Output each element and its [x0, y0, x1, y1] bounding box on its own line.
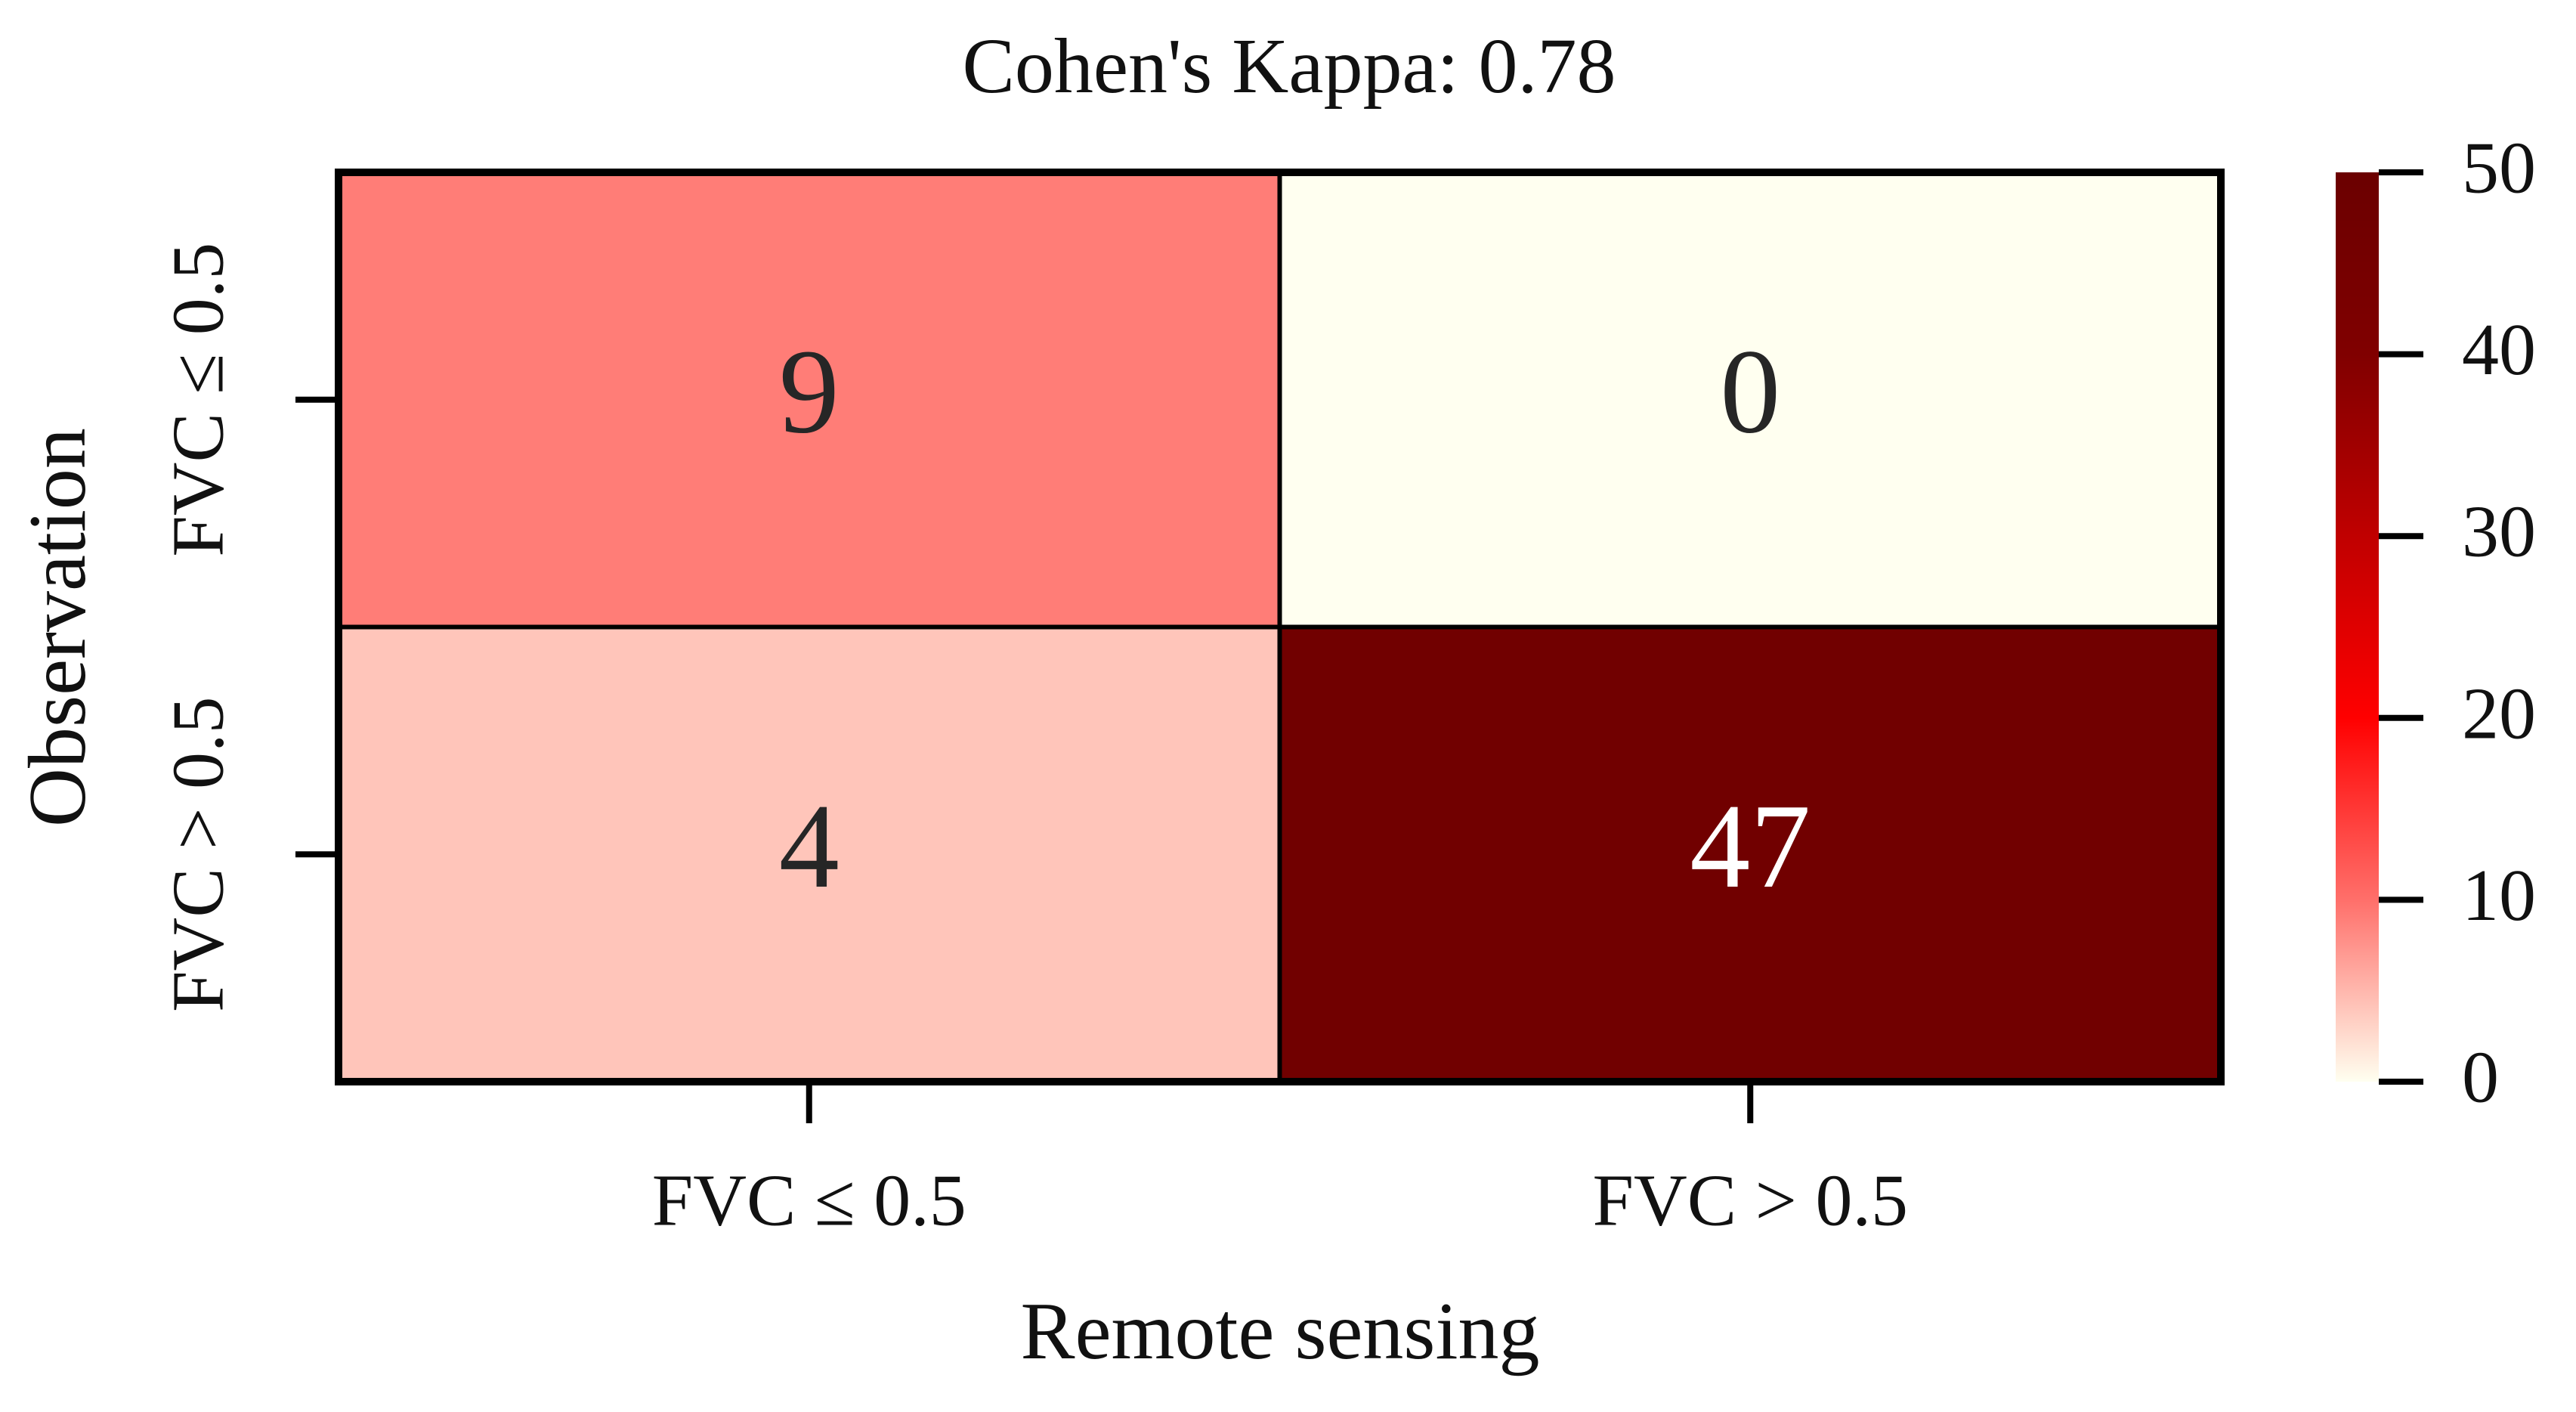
cell-annotation: 9: [779, 324, 840, 458]
heatmap-cell: [1277, 624, 2223, 1084]
cell-annotation: 0: [1720, 324, 1780, 458]
colorbar-tick-label: 40: [2462, 309, 2536, 391]
colorbar-tick-label: 20: [2462, 673, 2536, 754]
colorbar: [2336, 172, 2379, 1082]
heatmap-cell: [336, 170, 1282, 630]
x-tick-label: FVC > 0.5: [1593, 1160, 1908, 1241]
heatmap-cell: [1277, 170, 2223, 630]
cell-annotation: 4: [779, 779, 840, 913]
colorbar-tick-label: 10: [2462, 855, 2536, 937]
chart-title: Cohen's Kappa: 0.78: [962, 23, 1616, 110]
y-tick-label: FVC > 0.5: [157, 697, 239, 1012]
y-axis-label: Observation: [13, 428, 103, 827]
cell-annotation: 47: [1690, 779, 1811, 913]
plot-frame: [335, 169, 2225, 1085]
colorbar-tick-label: 50: [2462, 127, 2536, 209]
heatmap-cell: [336, 624, 1282, 1084]
x-axis-label: Remote sensing: [1021, 1287, 1540, 1376]
x-tick-label: FVC ≤ 0.5: [652, 1160, 966, 1241]
colorbar-tick-label: 0: [2462, 1036, 2499, 1118]
y-tick-label: FVC ≤ 0.5: [157, 243, 239, 557]
colorbar-tick-label: 30: [2462, 491, 2536, 573]
